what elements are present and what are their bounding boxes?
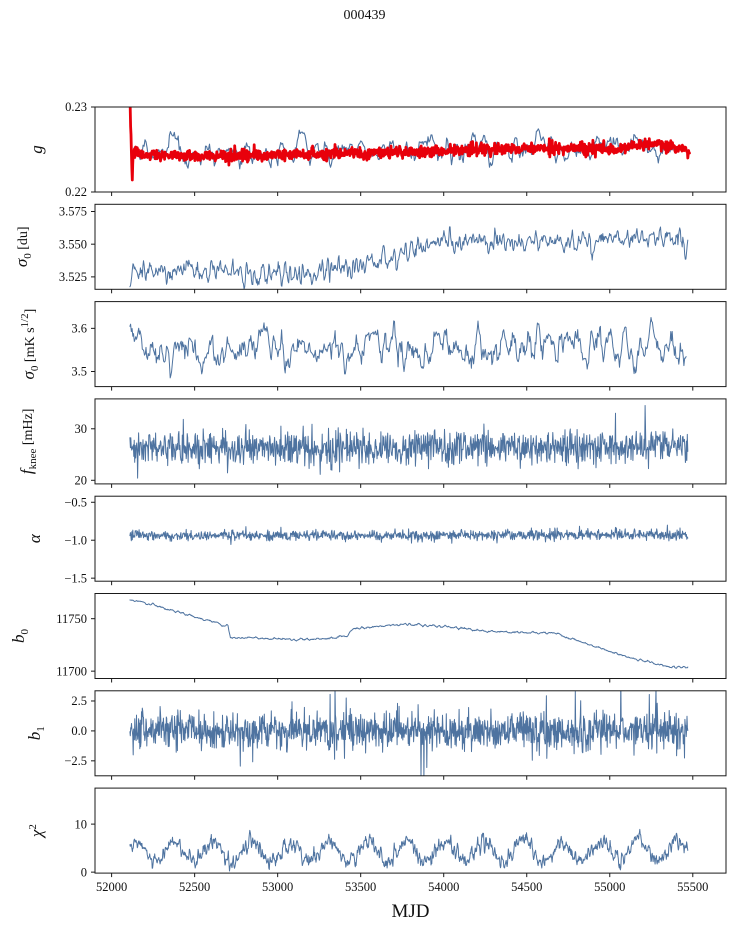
y-tick-label: 0	[81, 865, 87, 879]
axes-spine	[94, 690, 727, 777]
x-tick-label: 52000	[96, 880, 127, 894]
chi2-line	[129, 828, 689, 872]
subplot-sigma0-mK: 3.5 3.6 σ0 [mK s1/2]	[19, 301, 727, 391]
y-tick-label: 10	[75, 817, 88, 831]
y-axis-label-chi2: χ2	[27, 824, 46, 839]
y-tick-label: 0.22	[65, 185, 87, 199]
x-tick-label: 53500	[345, 880, 376, 894]
y-tick-label: 11700	[56, 664, 87, 678]
axes-spine	[94, 398, 727, 485]
b1-slope-line	[129, 690, 689, 776]
axes-spine	[94, 203, 727, 290]
subplot-chi2: 0 10 52000 52500 53000 53500 54000 54500 55000 55…	[27, 787, 727, 894]
x-tick-label: 54500	[511, 880, 542, 894]
axes-spine	[94, 495, 727, 582]
subplot-fknee: 20 30 fknee [mHz]	[17, 398, 727, 488]
fknee-line	[129, 405, 689, 479]
axes-spine	[94, 301, 727, 388]
y-axis-label-b0: b0	[9, 629, 31, 644]
axes-spine	[94, 593, 727, 679]
figure-title: 000439	[343, 8, 386, 23]
axes-spine	[94, 106, 727, 193]
y-tick-label: 3.5	[71, 365, 87, 379]
y-tick-label: −2.5	[64, 754, 87, 768]
y-axis-label-fknee: fknee [mHz]	[17, 409, 39, 475]
sigma0-du-line	[129, 226, 689, 290]
y-axis-label-alpha: α	[25, 533, 44, 543]
y-tick-label: −0.5	[64, 495, 87, 509]
subplot-gain: 0.22 0.23 g	[27, 100, 727, 199]
y-tick-label: 3.6	[71, 322, 87, 336]
alpha-line	[129, 524, 689, 546]
y-axis-label-b1: b1	[25, 726, 47, 740]
y-tick-label: 30	[75, 422, 88, 436]
y-tick-label: 0.23	[65, 100, 87, 114]
axes-spine	[94, 787, 727, 874]
subplot-alpha: −1.5 −1.0 −0.5 α	[25, 495, 727, 585]
x-tick-label: 55500	[677, 880, 708, 894]
subplot-b0: 11700 11750 b0	[9, 593, 727, 683]
gain-smoothed-line	[128, 107, 691, 182]
y-tick-label: 0.0	[71, 724, 87, 738]
sigma0-mK-line	[129, 317, 687, 379]
subplot-sigma0-du: 3.525 3.550 3.575 σ0 [du]	[12, 203, 727, 294]
y-tick-label: 11750	[56, 612, 87, 626]
x-tick-label: 52500	[179, 880, 210, 894]
b0-baseline-line	[129, 599, 689, 669]
y-tick-label: 3.550	[59, 237, 87, 251]
y-tick-label: 20	[75, 473, 88, 487]
x-axis-label: MJD	[391, 901, 430, 922]
x-tick-label: 54000	[428, 880, 459, 894]
y-axis-label-gain: g	[27, 145, 46, 154]
x-tick-label: 53000	[262, 880, 293, 894]
y-axis-label-sigma0-mK: σ0 [mK s1/2]	[19, 309, 41, 380]
y-tick-label: −1.5	[64, 571, 87, 585]
y-tick-label: 3.575	[59, 205, 87, 219]
y-axis-label-sigma0-du: σ0 [du]	[12, 226, 34, 267]
y-tick-label: 2.5	[71, 694, 87, 708]
x-tick-label: 55000	[594, 880, 625, 894]
subplot-b1: −2.5 0.0 2.5 b1	[25, 690, 727, 780]
y-tick-label: 3.525	[59, 270, 87, 284]
y-tick-label: −1.0	[64, 533, 87, 547]
